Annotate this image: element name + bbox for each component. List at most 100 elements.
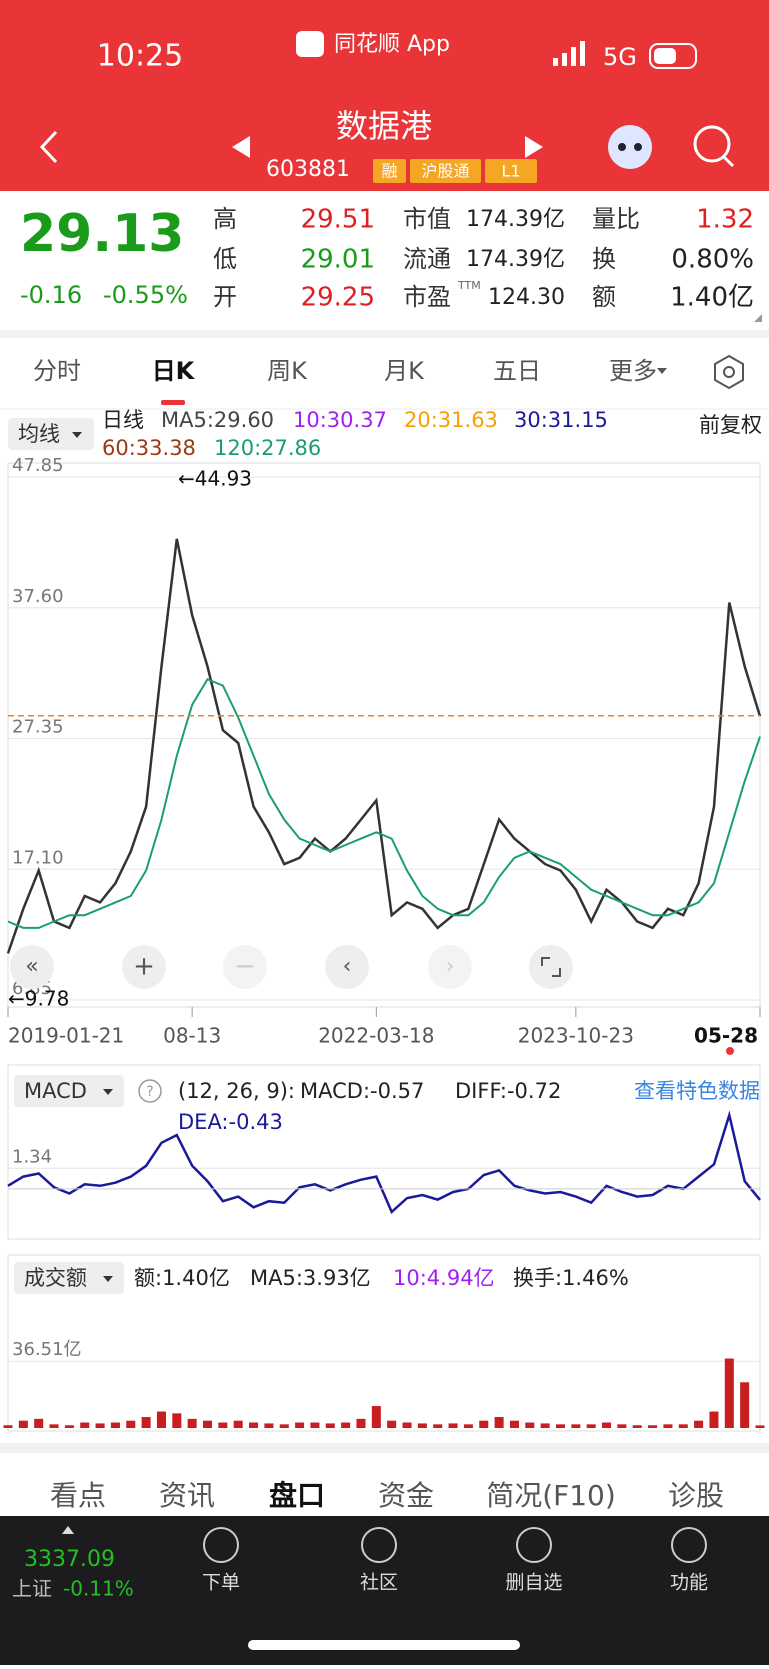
tab[interactable]: 更多 [609,357,657,385]
bar [632,1425,642,1428]
stat-value: 1.32 [696,205,754,235]
app-icon [296,31,324,57]
nav-icon[interactable] [361,1527,397,1563]
bar [64,1425,74,1428]
tab[interactable]: 周K [267,357,308,385]
separator [0,1443,769,1453]
ma-legend: MA5:29.60 10:30.37 20:31.63 30:31.15 60:33.3… [102,408,608,460]
bar [448,1423,458,1428]
badge-bg [373,159,406,183]
ma-item: MA5:29.60 [161,408,274,432]
ma-selector[interactable] [8,418,94,450]
y-tick-label: 37.60 [12,586,64,607]
tab[interactable]: 日K [152,357,196,385]
network: 5G [603,43,637,71]
bar [417,1423,427,1428]
index-value[interactable]: 3337.09 [24,1547,115,1572]
tabs: 分时 日K 周K 月K 五日 更多 [33,357,667,405]
series-line [6,538,762,954]
zoom-in[interactable] [122,945,166,989]
bar [525,1422,535,1428]
next-stock[interactable] [525,136,543,158]
settings-icon[interactable] [714,354,744,390]
change-pct: -0.55% [103,281,188,309]
macd-selector[interactable] [14,1075,124,1107]
bottom-tab[interactable]: 资讯 [159,1479,215,1512]
bar [126,1420,136,1428]
adjust[interactable]: 前复权 [699,413,762,437]
bottom-tab[interactable]: 诊股 [668,1479,724,1512]
price: 29.13 [20,204,184,264]
svg-text:›: › [446,954,455,979]
stat-value: 124.30 [488,285,565,310]
ma-item: 10:30.37 [293,408,387,432]
nav-label: 删自选 [505,1572,562,1594]
tab[interactable]: 五日 [493,357,541,385]
chart-controls: « + − ‹ › [10,945,573,989]
x-tick-label: 05-28 [694,1024,758,1048]
tab[interactable]: 分时 [33,357,81,385]
svg-text:?: ? [146,1084,153,1100]
expand-corner[interactable] [754,314,762,322]
help-icon[interactable] [138,1079,162,1103]
bar [555,1424,566,1428]
battery-level [654,48,676,64]
bottom-tab[interactable]: 看点 [50,1479,106,1512]
home-indicator [248,1640,520,1650]
back-button[interactable] [39,130,58,164]
bar [80,1422,90,1428]
stat-value: 29.01 [301,245,375,275]
app-name: 同花顺 App [334,32,450,57]
bottom-tab[interactable]: 资金 [378,1479,434,1512]
kline-frame [7,462,761,1008]
bar [218,1422,228,1428]
stat-value: 0.80% [671,245,754,275]
fullscreen[interactable] [529,945,573,989]
bar [571,1424,581,1428]
bar [479,1420,489,1428]
stat-label: 低 [213,245,237,273]
y-tick-label: 47.85 [12,455,64,476]
bar [586,1424,596,1428]
bar [264,1423,274,1428]
bar [509,1420,519,1428]
zoom-out[interactable] [223,945,267,989]
bar [95,1423,105,1428]
nav-icon[interactable] [516,1527,552,1563]
volume-selector[interactable] [14,1262,124,1294]
tab[interactable]: 月K [384,357,425,385]
turnover: 换手:1.46% [513,1266,629,1290]
bottom-tab[interactable]: 盘口 [269,1479,325,1512]
tab-indicator [161,400,185,405]
bar [156,1411,166,1428]
nav-icon[interactable] [203,1527,239,1563]
y-tick-label: 1.34 [12,1146,52,1167]
stats: 高 29.51 市值 174.39亿 量比 1.32低 29.01 流通 174.39亿换 0.8… [213,205,754,313]
scroll-left[interactable] [10,945,54,989]
step-right[interactable] [428,945,472,989]
badge: 沪股通 [421,162,469,181]
search-icon[interactable] [693,125,731,163]
bar [325,1423,335,1428]
feature-link[interactable]: 查看特色数据 [634,1079,760,1103]
separator [0,330,769,338]
stat-label: 量比 [592,205,640,233]
nav-icon[interactable] [671,1527,707,1563]
assistant-icon[interactable] [608,125,652,169]
stat-label: 市值 [403,205,451,233]
nav-label: 下单 [202,1572,240,1594]
ma-selector-label: 均线 [18,422,60,446]
macd-chart: 1.34 [7,1110,761,1214]
diff-value: DIFF:-0.72 [455,1079,561,1103]
bar [648,1425,658,1428]
bottom-tab[interactable]: 简况(F10) [486,1479,616,1512]
step-left[interactable] [325,945,369,989]
latest-dot [726,1047,734,1055]
bar [433,1424,443,1428]
bar [463,1424,473,1428]
stat-value: 174.39亿 [466,247,565,272]
prev-stock[interactable] [232,136,250,158]
nav-items: 下单 社区 删自选 功能 [202,1527,708,1594]
